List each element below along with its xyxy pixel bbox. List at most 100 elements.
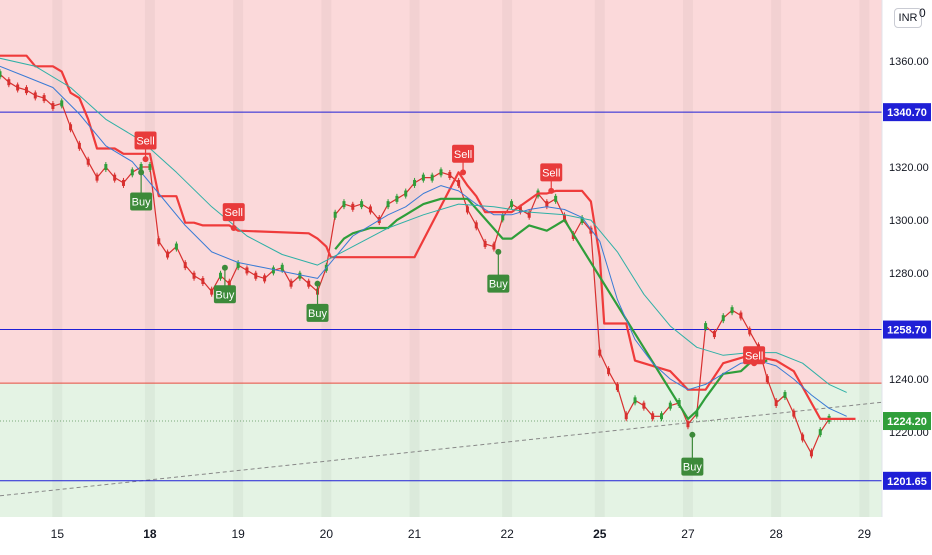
candle-body: [580, 217, 584, 224]
candle-body: [721, 315, 725, 322]
candle-body: [157, 238, 161, 245]
candle-body: [510, 201, 514, 208]
candle-body: [527, 211, 531, 218]
x-tick-label: 19: [231, 527, 245, 541]
signal-sell-7[interactable]: Sell: [540, 163, 563, 194]
candle-body: [69, 124, 73, 131]
y-tick-label: 1220.00: [889, 427, 929, 439]
signal-box: [681, 457, 704, 476]
x-tick-label: 18: [143, 527, 157, 541]
candle-body: [77, 142, 81, 149]
candle-body: [139, 164, 143, 171]
signal-label: Sell: [542, 167, 560, 179]
session-band-7: [683, 0, 693, 517]
candle-body: [395, 195, 399, 202]
candle-body: [86, 158, 90, 165]
candle-body: [421, 174, 425, 181]
candle-body: [712, 331, 716, 338]
candle-body: [483, 240, 487, 247]
candle-body: [210, 288, 214, 295]
candle-body: [166, 251, 170, 258]
y-tick-label: 1360.00: [889, 56, 929, 68]
x-tick-label: 20: [320, 527, 334, 541]
candle-body: [95, 174, 99, 181]
candle-body: [651, 413, 655, 420]
horizontal-levels: [0, 111, 900, 497]
signal-sell-8[interactable]: Sell: [743, 346, 766, 367]
candle-body: [562, 214, 566, 221]
candle-body: [7, 79, 11, 86]
candle-body: [501, 214, 505, 221]
current-price-tag: [883, 412, 931, 431]
x-tick-label: 15: [51, 527, 65, 541]
candle-body: [607, 368, 611, 375]
x-tick-label: 27: [681, 527, 695, 541]
zone-upper: [0, 0, 882, 384]
signal-buy-6[interactable]: Buy: [487, 248, 510, 293]
level-tag-2: [883, 471, 931, 490]
signal-sell-5[interactable]: Sell: [452, 144, 475, 176]
signal-buy-1[interactable]: Buy: [130, 169, 153, 211]
candle-body: [518, 206, 522, 213]
level-tag-label: 1340.70: [887, 107, 927, 119]
signal-dot: [495, 248, 502, 255]
candle-body: [615, 384, 619, 391]
candle-body: [227, 280, 231, 287]
candle-body: [60, 100, 64, 107]
candle-body: [624, 413, 628, 420]
candle-body: [633, 397, 637, 404]
signal-sell-0[interactable]: Sell: [134, 131, 157, 163]
candle-body: [360, 201, 364, 208]
x-tick-label: 28: [769, 527, 783, 541]
level-tag-label: 1201.65: [887, 476, 927, 488]
candle-body: [368, 206, 372, 213]
candle-body: [748, 328, 752, 335]
candle-body: [818, 429, 822, 436]
series-green-stop: [334, 197, 768, 420]
candle-body: [430, 174, 434, 181]
signal-dot: [460, 169, 467, 176]
signal-label: Sell: [745, 350, 763, 362]
session-band-1: [145, 0, 155, 517]
candle-body: [236, 262, 240, 269]
candle-body: [33, 92, 37, 99]
candle-body: [24, 87, 28, 94]
signal-buy-4[interactable]: Buy: [306, 280, 329, 322]
candle-body: [783, 392, 787, 399]
candle-body: [439, 169, 443, 176]
candle-body: [201, 278, 205, 285]
currency-button[interactable]: INR: [894, 8, 922, 28]
current-price-label: 1224.20: [887, 416, 927, 428]
signal-box: [134, 131, 157, 150]
candle-body: [465, 206, 469, 213]
y-axis-panel: [882, 0, 932, 550]
signals-layer: Sell Buy Sell Buy Buy Sell Buy Sell Sell Buy: [130, 131, 766, 476]
signal-box: [213, 285, 236, 304]
candle-body: [148, 164, 152, 171]
y-tick-label: 1240.00: [889, 374, 929, 386]
signal-box: [540, 163, 563, 182]
candle-body: [457, 179, 461, 186]
candle-body: [801, 434, 805, 441]
signal-sell-2[interactable]: Sell: [222, 203, 245, 232]
level-tag-0: [883, 103, 931, 122]
candle-body: [42, 95, 46, 102]
series-ema-slow: [0, 57, 847, 393]
level-tag-1: [883, 320, 931, 339]
signal-dot: [142, 156, 149, 163]
signal-dot: [548, 187, 555, 194]
series-layer: [0, 54, 856, 459]
signal-buy-3[interactable]: Buy: [213, 264, 236, 304]
x-tick-label: 21: [408, 527, 422, 541]
candle-body: [668, 402, 672, 409]
candle-body: [289, 280, 293, 287]
signal-box: [452, 144, 475, 163]
candle-body: [792, 410, 796, 417]
candle-body: [192, 272, 196, 279]
candle-body: [342, 201, 346, 208]
signal-dot: [221, 264, 228, 271]
candle-body: [298, 272, 302, 279]
signal-buy-9[interactable]: Buy: [681, 431, 704, 476]
